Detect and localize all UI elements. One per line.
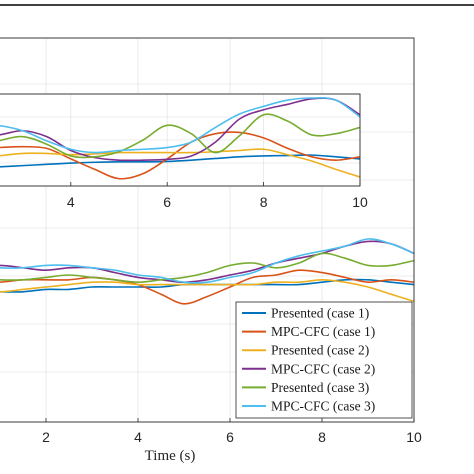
main-x-ticks: 2 4 6 8 10: [42, 418, 422, 445]
main-series-group: [0, 238, 414, 305]
inset-tick-label: 8: [260, 194, 268, 210]
legend-entry-presented-case-1: Presented (case 1): [271, 306, 369, 321]
legend-entry-mpc-cfc-case-2: MPC-CFC (case 2): [271, 361, 375, 376]
main-tick-label: 8: [318, 429, 326, 445]
main-series-presented-case-2: [0, 278, 414, 303]
main-series-presented-case-3: [0, 252, 414, 284]
inset-series-mpc-cfc-case-2: [0, 97, 360, 162]
main-tick-label: 2: [42, 429, 50, 445]
legend-box: [235, 301, 413, 419]
inset-series-presented-case-1: [0, 154, 360, 168]
inset-series-mpc-cfc-case-1: [0, 131, 360, 180]
main-tick-label: 6: [226, 429, 234, 445]
legend-entry-presented-case-3: Presented (case 3): [271, 380, 369, 395]
legend: Presented (case 1) MPC-CFC (case 1) Presen…: [235, 301, 413, 419]
inset-series-group: [0, 97, 360, 180]
legend-entry-mpc-cfc-case-3: MPC-CFC (case 3): [271, 399, 375, 414]
inset-series-mpc-cfc-case-3: [0, 97, 360, 154]
x-axis-label: Time (s): [145, 448, 196, 464]
inset-series-presented-case-3: [0, 113, 360, 159]
inset-plot-frame: [0, 93, 361, 187]
inset-tick-label: 10: [352, 194, 368, 210]
main-tick-label: 10: [406, 429, 422, 445]
legend-entry-mpc-cfc-case-1: MPC-CFC (case 1): [271, 324, 375, 339]
main-plot-frame: [0, 37, 415, 423]
inset-tick-label: 6: [163, 194, 171, 210]
inset-tick-label: 4: [67, 194, 75, 210]
main-series-mpc-cfc-case-3: [0, 238, 414, 284]
main-tick-label: 4: [134, 429, 142, 445]
legend-entry-presented-case-2: Presented (case 2): [271, 343, 369, 358]
